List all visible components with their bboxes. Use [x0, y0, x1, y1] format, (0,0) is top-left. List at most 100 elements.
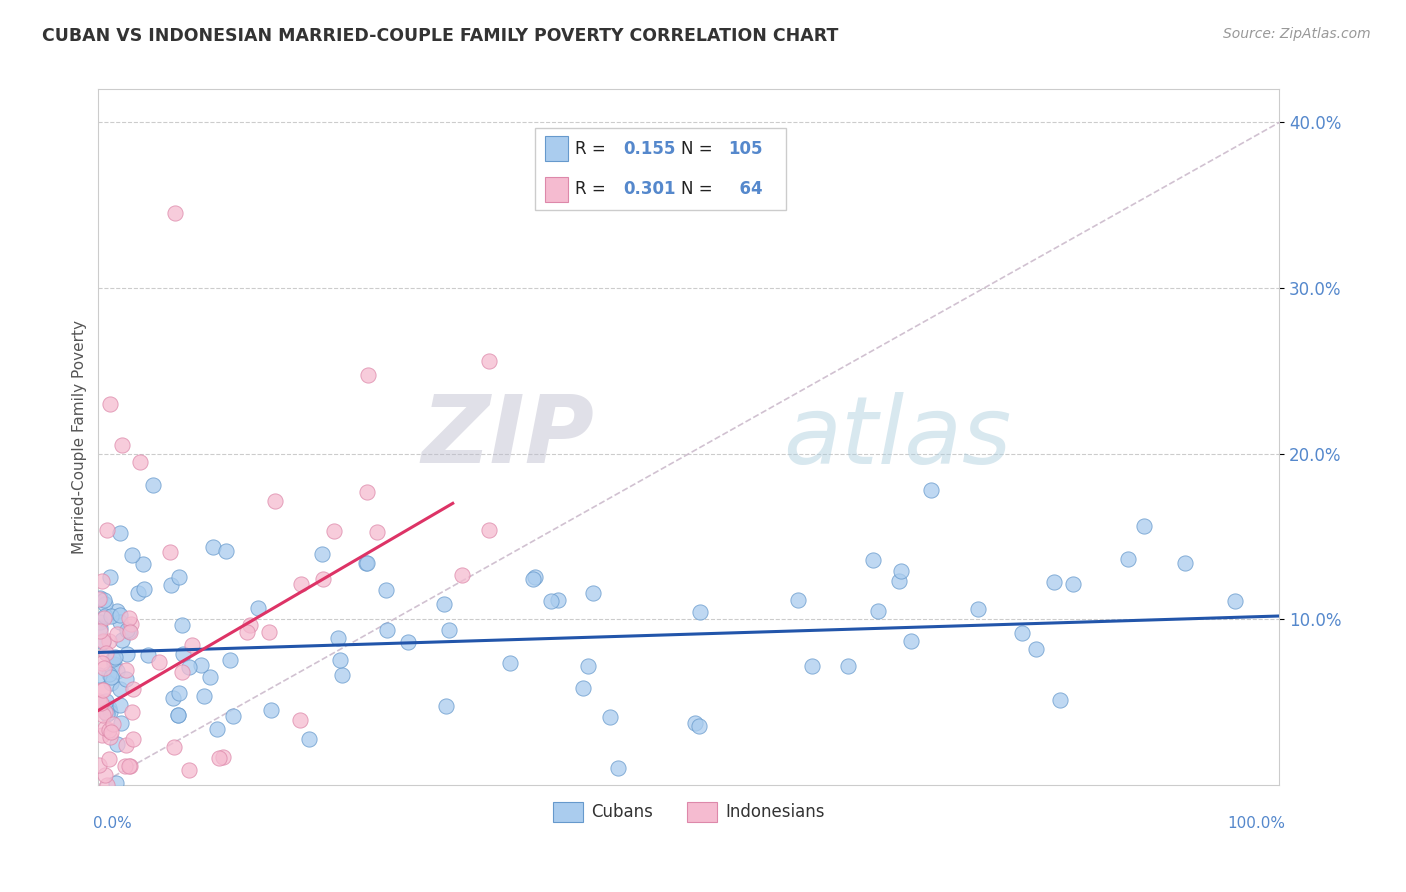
- Point: [167, 708, 190, 723]
- Point: [110, 681, 132, 696]
- Point: [159, 545, 181, 559]
- Point: [967, 602, 990, 616]
- Point: [121, 548, 143, 562]
- Point: [311, 547, 333, 561]
- Point: [98, 570, 121, 584]
- Point: [179, 764, 201, 778]
- Text: 0.155: 0.155: [623, 140, 675, 158]
- Point: [239, 618, 262, 632]
- Text: atlas: atlas: [783, 392, 1012, 483]
- Point: [212, 750, 235, 764]
- Point: [167, 686, 190, 700]
- Point: [104, 650, 127, 665]
- Point: [205, 722, 228, 736]
- Point: [87, 668, 110, 682]
- Text: 100.0%: 100.0%: [1227, 816, 1285, 831]
- Point: [108, 615, 131, 629]
- Point: [117, 610, 139, 624]
- Point: [111, 438, 134, 452]
- Point: [356, 484, 378, 499]
- Point: [115, 672, 138, 686]
- Point: [98, 633, 121, 648]
- Point: [94, 597, 117, 611]
- Point: [170, 618, 193, 632]
- Point: [837, 659, 859, 673]
- Point: [114, 759, 136, 773]
- Point: [98, 666, 121, 681]
- Point: [100, 670, 122, 684]
- Point: [329, 653, 352, 667]
- Point: [101, 652, 124, 666]
- Point: [298, 732, 321, 747]
- Point: [97, 751, 120, 765]
- Point: [142, 478, 165, 492]
- Point: [98, 730, 121, 744]
- Point: [167, 569, 190, 583]
- Point: [108, 698, 131, 713]
- Point: [1116, 551, 1139, 566]
- Point: [127, 586, 149, 600]
- Legend: Cubans, Indonesians: Cubans, Indonesians: [547, 795, 831, 829]
- Point: [89, 621, 111, 635]
- Point: [101, 716, 124, 731]
- FancyBboxPatch shape: [536, 128, 786, 211]
- Point: [377, 623, 399, 637]
- Point: [94, 609, 117, 624]
- Point: [288, 713, 311, 727]
- Point: [312, 572, 335, 586]
- Point: [94, 768, 117, 782]
- Point: [219, 653, 242, 667]
- Point: [688, 719, 710, 733]
- Point: [524, 570, 547, 584]
- Point: [1011, 626, 1033, 640]
- Point: [290, 577, 312, 591]
- Point: [96, 778, 118, 792]
- Point: [208, 751, 231, 765]
- Point: [89, 615, 111, 629]
- Point: [366, 524, 388, 539]
- Point: [162, 691, 184, 706]
- Point: [478, 523, 501, 537]
- Point: [148, 655, 170, 669]
- Point: [920, 483, 942, 498]
- Point: [120, 616, 142, 631]
- Point: [96, 694, 118, 708]
- Point: [683, 715, 706, 730]
- Point: [91, 708, 114, 723]
- Text: R =: R =: [575, 140, 612, 158]
- Point: [866, 604, 889, 618]
- Point: [396, 635, 419, 649]
- Point: [887, 574, 910, 588]
- Point: [330, 668, 353, 682]
- Point: [132, 582, 155, 597]
- Point: [120, 759, 142, 773]
- Point: [434, 698, 457, 713]
- Point: [193, 689, 215, 703]
- Point: [578, 659, 600, 673]
- Point: [115, 738, 138, 752]
- Point: [1174, 556, 1197, 570]
- Point: [433, 597, 456, 611]
- Point: [1225, 594, 1247, 608]
- Point: [356, 556, 378, 570]
- Point: [89, 624, 111, 638]
- Point: [236, 625, 259, 640]
- Point: [1133, 519, 1156, 533]
- Point: [98, 397, 121, 411]
- Point: [165, 206, 187, 220]
- Point: [160, 578, 183, 592]
- Point: [91, 656, 114, 670]
- Point: [87, 694, 110, 708]
- Point: [801, 658, 824, 673]
- Point: [118, 624, 141, 638]
- Point: [98, 705, 121, 719]
- Point: [862, 552, 884, 566]
- Point: [200, 670, 222, 684]
- Point: [163, 739, 186, 754]
- Point: [91, 683, 114, 698]
- Point: [170, 665, 193, 680]
- Point: [326, 632, 349, 646]
- Point: [900, 634, 922, 648]
- Point: [96, 707, 118, 722]
- Point: [110, 715, 132, 730]
